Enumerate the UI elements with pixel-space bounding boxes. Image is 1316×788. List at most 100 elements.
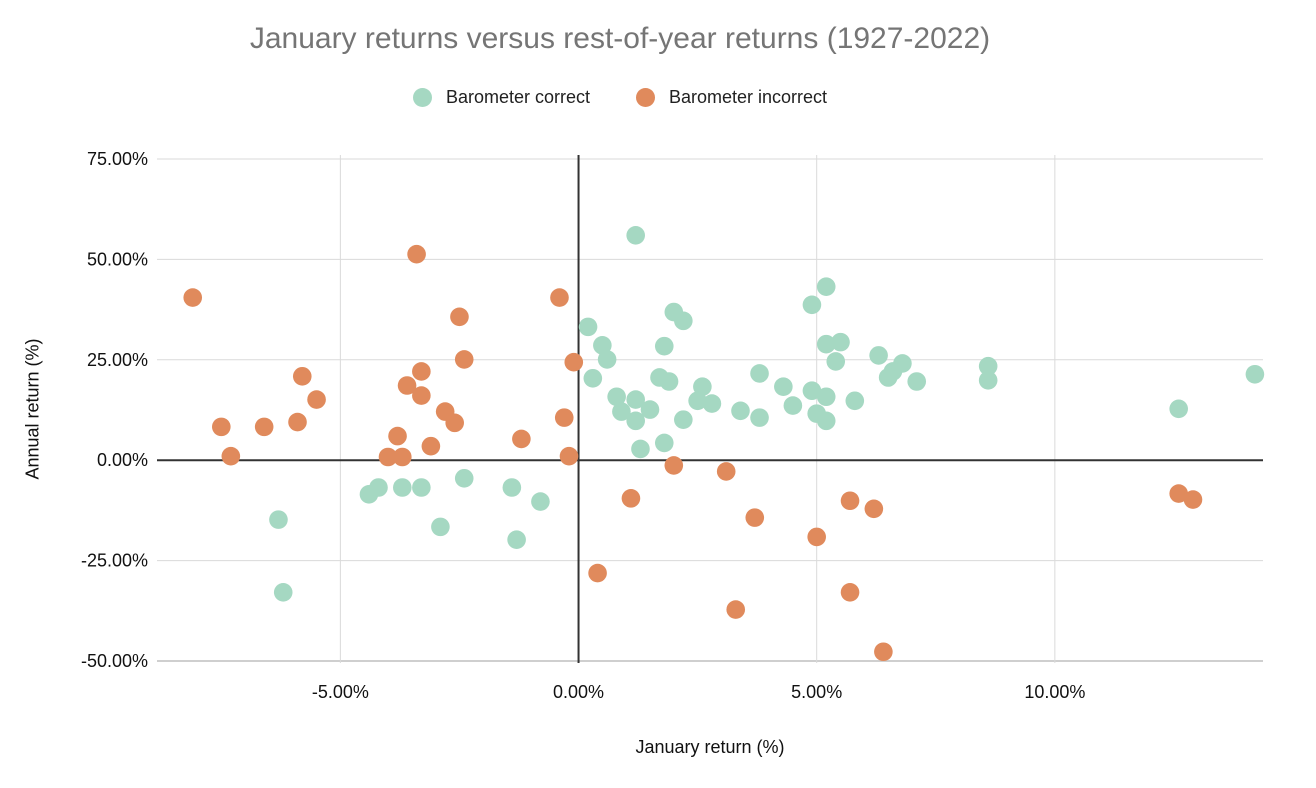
- x-tick-label: -5.00%: [312, 682, 369, 702]
- data-point: [564, 352, 584, 372]
- data-point: [597, 350, 617, 369]
- data-point: [745, 508, 765, 527]
- data-point: [502, 478, 522, 497]
- legend-item-incorrect: Barometer incorrect: [635, 87, 828, 108]
- data-point: [731, 401, 750, 421]
- data-point: [816, 411, 836, 431]
- data-point: [578, 317, 598, 337]
- legend-dot-correct-icon: [412, 88, 432, 107]
- data-point: [654, 336, 674, 356]
- data-point: [454, 468, 474, 488]
- data-point: [607, 387, 626, 407]
- data-point: [288, 412, 307, 432]
- x-tick-label: 5.00%: [791, 682, 842, 702]
- data-point: [588, 563, 607, 583]
- legend-item-correct: Barometer correct: [412, 87, 590, 108]
- data-point: [507, 530, 526, 550]
- data-point: [307, 390, 326, 409]
- data-point: [431, 517, 450, 537]
- data-point: [693, 377, 712, 397]
- data-point: [378, 447, 398, 467]
- data-point: [559, 446, 579, 466]
- chart-title: January returns versus rest-of-year retu…: [249, 22, 991, 55]
- data-point: [802, 295, 822, 315]
- data-point: [254, 417, 274, 437]
- y-axis-title: Annual return (%): [22, 338, 43, 480]
- data-point: [369, 478, 388, 497]
- data-point: [726, 600, 746, 619]
- data-point: [874, 642, 893, 662]
- data-point: [421, 436, 441, 456]
- data-point: [816, 387, 836, 407]
- x-tick-label: 0.00%: [553, 682, 604, 702]
- data-point: [878, 368, 898, 387]
- data-point: [978, 370, 998, 390]
- data-point: [531, 492, 550, 511]
- data-point: [807, 527, 826, 547]
- data-point: [221, 446, 241, 466]
- data-point: [626, 390, 645, 409]
- data-point: [802, 381, 822, 401]
- data-point: [554, 408, 574, 427]
- data-point: [412, 386, 431, 405]
- y-tick-label: -25.00%: [81, 551, 148, 571]
- data-point: [445, 413, 464, 433]
- y-tick-label: -50.00%: [81, 651, 148, 671]
- data-point: [388, 426, 407, 446]
- data-point: [654, 433, 674, 453]
- data-point: [907, 372, 927, 391]
- y-tick-label: 25.00%: [87, 350, 148, 370]
- data-point: [550, 288, 569, 307]
- chart-legend: Barometer correct Barometer incorrect: [0, 87, 1240, 108]
- data-point: [393, 447, 412, 467]
- data-point: [826, 352, 846, 371]
- data-point: [702, 394, 722, 413]
- data-point: [407, 244, 426, 264]
- legend-label-incorrect: Barometer incorrect: [668, 87, 828, 107]
- data-point: [1245, 364, 1265, 384]
- legend-dot-incorrect-icon: [635, 88, 655, 107]
- x-tick-label: 10.00%: [1024, 682, 1085, 702]
- x-axis-title: January return (%): [635, 737, 785, 757]
- data-point: [716, 462, 736, 481]
- data-point: [869, 346, 888, 365]
- data-point: [269, 510, 288, 529]
- data-point: [674, 410, 693, 429]
- data-point: [840, 583, 860, 602]
- data-point: [659, 372, 679, 391]
- data-point: [774, 377, 793, 397]
- data-point: [612, 402, 631, 421]
- data-point: [626, 226, 645, 245]
- data-point: [1169, 484, 1188, 503]
- data-point: [593, 336, 612, 355]
- data-point: [831, 332, 850, 352]
- data-point: [674, 311, 693, 331]
- data-point: [750, 408, 769, 427]
- data-point: [864, 499, 884, 519]
- data-point: [450, 307, 469, 327]
- y-tick-label: 75.00%: [87, 149, 148, 169]
- data-point: [393, 478, 412, 497]
- data-point: [273, 583, 293, 602]
- data-point: [688, 391, 707, 411]
- data-point: [816, 277, 836, 297]
- data-point: [631, 439, 650, 459]
- data-point: [583, 368, 603, 388]
- data-point: [840, 491, 860, 511]
- y-tick-label: 0.00%: [97, 450, 148, 470]
- data-point: [512, 429, 531, 449]
- data-point: [397, 376, 417, 395]
- data-point: [640, 400, 660, 419]
- data-point: [783, 396, 803, 415]
- data-point: [750, 364, 769, 383]
- data-point: [621, 489, 641, 508]
- legend-label-correct: Barometer correct: [445, 87, 590, 107]
- data-point: [292, 366, 312, 386]
- data-point: [816, 334, 836, 354]
- data-point: [412, 362, 431, 381]
- data-point: [212, 417, 231, 437]
- data-point: [183, 288, 203, 307]
- y-tick-label: 50.00%: [87, 249, 148, 269]
